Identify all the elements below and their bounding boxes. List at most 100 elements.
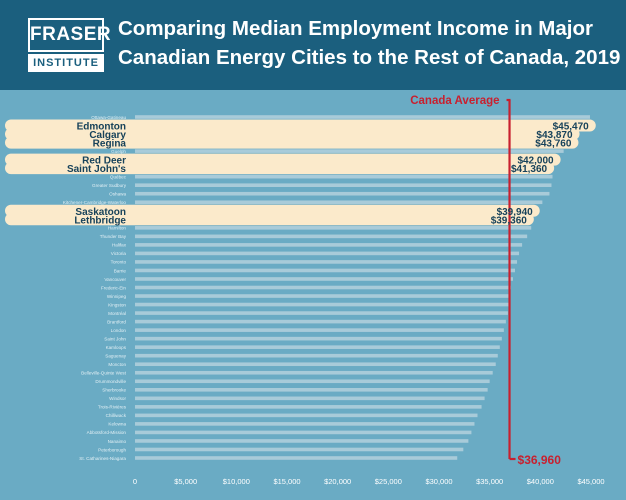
- average-value-label: $36,960: [518, 453, 562, 467]
- bars-group: [5, 115, 596, 460]
- category-label: Saguenay: [105, 354, 126, 359]
- category-label-highlight: Lethbridge: [74, 215, 126, 226]
- value-label: $39,940: [497, 207, 534, 218]
- bar: [135, 422, 475, 426]
- fraser-institute-logo: FRASER INSTITUTE: [28, 18, 111, 72]
- bar: [135, 388, 488, 392]
- logo-subtext: INSTITUTE: [28, 54, 104, 72]
- bar: [135, 456, 458, 460]
- value-labels-group: $45,470$43,870$43,760 $42,000$41,360 $39,9…: [491, 122, 590, 227]
- x-axis-ticks: 0 $5,000 $10,000 $15,000 $20,000 $25,000 $30,0…: [133, 477, 605, 486]
- value-label: $39,360: [491, 215, 528, 226]
- bar: [135, 174, 553, 179]
- bar: [135, 362, 496, 367]
- bar: [135, 379, 490, 384]
- bar: [135, 370, 493, 375]
- category-label: London: [111, 328, 127, 333]
- bar: [135, 430, 472, 435]
- bar: [135, 260, 518, 264]
- x-tick-label: $35,000: [476, 477, 503, 486]
- category-label: Moncton: [108, 362, 126, 367]
- bar: [135, 294, 510, 298]
- category-label: Victoria: [111, 251, 127, 256]
- x-tick-label: $10,000: [223, 477, 250, 486]
- category-label: Kingston: [108, 302, 126, 307]
- category-label: Chilliwack: [106, 413, 127, 418]
- value-label: $43,870: [536, 130, 573, 141]
- x-tick-label: $15,000: [273, 477, 300, 486]
- category-labels-group: Ottawa-Gatineau EdmontonCalgaryReginaGuel…: [63, 115, 127, 461]
- x-tick-label: $40,000: [527, 477, 554, 486]
- average-label: Canada Average: [410, 95, 499, 107]
- bar: [135, 311, 508, 315]
- category-label-highlight: Edmonton: [77, 122, 126, 133]
- bar: [135, 191, 550, 196]
- category-label-highlight: Regina: [93, 139, 127, 150]
- value-label: $42,000: [517, 156, 554, 167]
- bar: [135, 439, 469, 443]
- category-label: Halifax: [112, 243, 127, 248]
- category-label: Kitchener-Cambridge-Waterloo: [63, 200, 127, 205]
- value-label: $41,360: [511, 164, 548, 175]
- bar: [135, 447, 464, 452]
- bar: [135, 336, 502, 341]
- value-label: $45,470: [553, 122, 590, 133]
- chart-title-line-1: Comparing Median Employment Income in Ma…: [118, 17, 593, 40]
- bar: [135, 234, 528, 239]
- category-label-highlight: Red Deer: [82, 156, 126, 167]
- bar: [135, 149, 564, 153]
- x-tick-label: 0: [133, 477, 137, 486]
- bar: [135, 345, 500, 349]
- bar: [135, 353, 498, 358]
- category-label-highlight: Saskatoon: [75, 207, 126, 218]
- bar: [135, 183, 552, 187]
- category-label: St. Catharines-Niagara: [79, 456, 126, 461]
- category-label: Hamilton: [108, 226, 127, 231]
- category-label: Oshawa: [109, 192, 126, 197]
- bar-highlight: [5, 136, 579, 149]
- x-tick-label: $5,000: [174, 477, 197, 486]
- category-label: Abbotsford-Mission: [87, 430, 127, 435]
- category-label: Toronto: [111, 260, 127, 265]
- bar: [135, 285, 511, 290]
- value-label: $43,760: [535, 139, 572, 150]
- x-tick-label: $30,000: [425, 477, 452, 486]
- bar-highlight: [5, 213, 534, 226]
- bar: [135, 328, 504, 332]
- bar: [135, 243, 523, 247]
- category-label: Québec: [110, 174, 127, 179]
- category-label: Brantford: [107, 319, 126, 324]
- category-label: Peterborough: [98, 447, 126, 452]
- chart-title-line-2: Canadian Energy Cities to the Rest of Ca…: [118, 46, 621, 69]
- bar: [135, 251, 520, 256]
- category-label: Saint John: [104, 336, 126, 341]
- x-tick-label: $45,000: [577, 477, 604, 486]
- chart-title: Comparing Median Employment Income in Ma…: [118, 14, 621, 72]
- category-label-highlight: Saint John's: [67, 164, 126, 175]
- bar: [135, 413, 478, 418]
- category-label: Greater Sudbury: [92, 183, 127, 188]
- category-label: Kamloops: [106, 345, 127, 350]
- category-label: Belleville-Quinte West: [81, 371, 127, 376]
- category-label: Trois-Rivières: [98, 405, 127, 410]
- bar: [135, 268, 515, 273]
- category-label: Frederic-Ein: [101, 285, 126, 290]
- bar: [135, 200, 543, 205]
- bar: [135, 396, 485, 401]
- category-label: Guelph: [111, 149, 126, 154]
- bar: [135, 277, 513, 281]
- category-label: Nanaimo: [108, 439, 127, 444]
- category-label: Kelowna: [108, 422, 126, 427]
- x-tick-label: $20,000: [324, 477, 351, 486]
- category-label: Thunder Bay: [100, 234, 127, 239]
- logo-wordmark: FRASER: [28, 18, 111, 52]
- category-label: Montréal: [108, 311, 126, 316]
- x-tick-label: $25,000: [375, 477, 402, 486]
- bar: [135, 405, 482, 409]
- category-label: Ottawa-Gatineau: [91, 115, 126, 120]
- category-label: Barrie: [114, 268, 127, 273]
- bar: [135, 302, 509, 307]
- category-label-highlight: Calgary: [89, 130, 126, 141]
- category-label: Drummondville: [95, 379, 126, 384]
